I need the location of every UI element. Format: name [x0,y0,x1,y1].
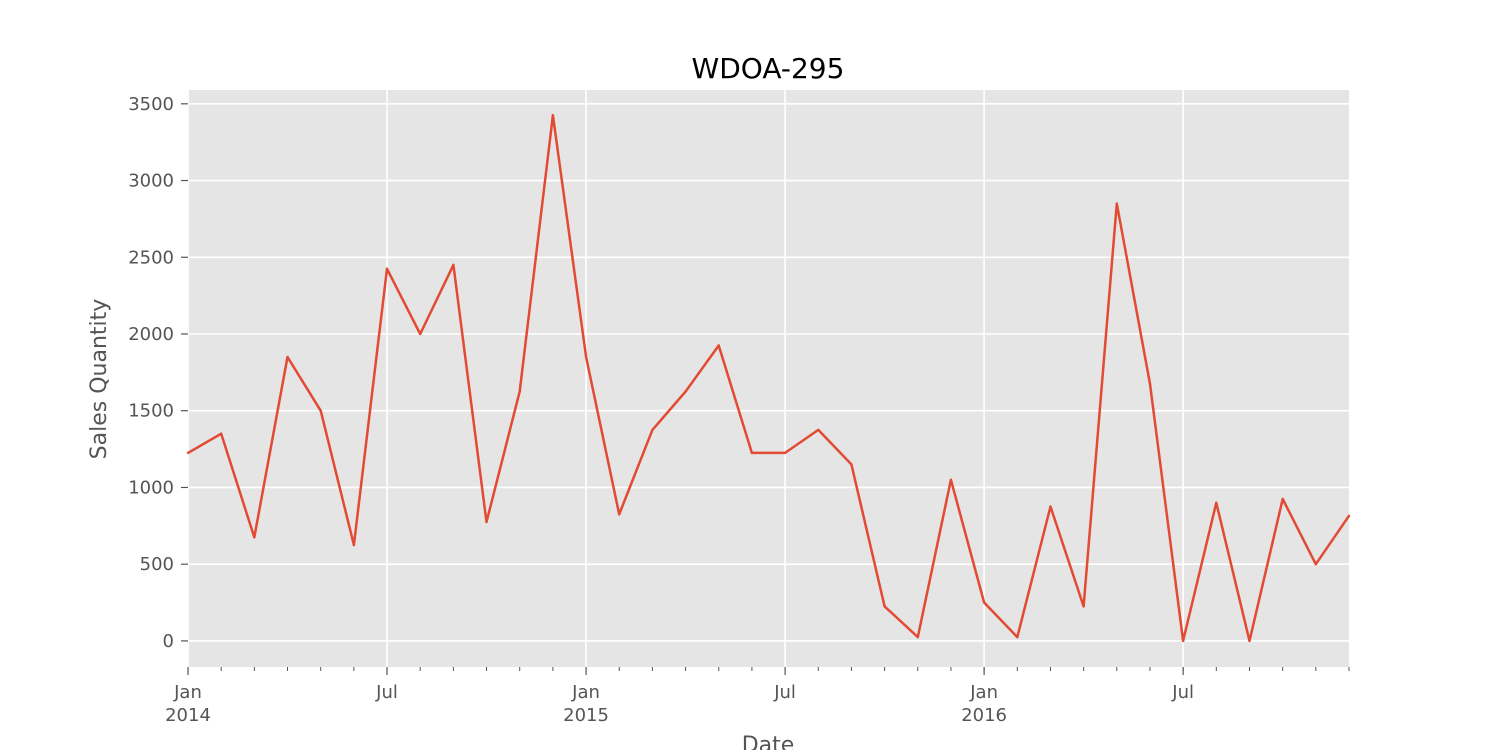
grid-lines [187,90,1349,667]
x-tick-label: Jan [173,682,202,703]
data-point [319,409,322,412]
data-point [817,428,820,432]
y-tick-label: 3500 [128,94,174,115]
data-point [253,536,256,539]
x-tick-year-label: 2016 [961,705,1007,726]
x-tick-label: Jan [969,682,998,703]
data-point [1148,382,1152,386]
chart-title: WDOA-295 [692,52,845,85]
data-point [883,605,886,608]
data-point [1248,639,1251,643]
y-axis-ticks: 0 500 1000 1500 2000 2500 3000 3500 [128,94,188,652]
data-point [584,355,588,359]
data-point [949,478,953,481]
data-point [452,263,455,267]
data-point [618,513,621,516]
data-point [518,390,521,393]
data-point [717,344,720,347]
y-tick-label: 1000 [128,477,174,498]
y-axis-label: Sales Quantity [87,299,112,460]
data-point [419,332,422,336]
y-tick-label: 3000 [128,171,174,192]
data-point [1049,505,1052,508]
plot-area [188,90,1349,667]
data-point [783,451,787,455]
data-point [485,520,488,524]
data-point [1314,562,1318,566]
data-point [1016,635,1019,639]
x-tick-label: Jul [773,682,796,703]
data-point [750,451,754,455]
data-point [1082,605,1085,608]
x-tick-year-label: 2015 [563,705,609,726]
data-point [684,390,687,393]
data-point [651,428,654,432]
data-point [352,543,356,547]
data-point [982,601,986,604]
data-point [916,635,919,639]
y-tick-label: 1500 [128,401,174,422]
data-point [850,463,853,466]
y-tick-label: 2500 [128,247,174,268]
x-tick-label: Jul [1171,682,1194,703]
data-point [1347,514,1351,518]
series-line [187,114,1351,643]
series-points [186,114,1351,643]
data-point [286,355,289,359]
data-point [551,114,555,117]
y-tick-label: 2000 [128,324,174,345]
x-tick-year-label: 2014 [165,705,211,726]
y-tick-label: 500 [140,554,174,575]
data-point [1281,497,1284,501]
x-axis-label: Date [742,733,795,750]
data-point [186,451,190,455]
x-tick-label: Jan [571,682,600,703]
data-point [219,432,223,435]
data-point [1115,202,1119,205]
data-point [385,267,389,270]
data-point [1215,501,1218,505]
x-tick-label: Jul [375,682,398,703]
data-point [1181,639,1185,643]
y-tick-label: 0 [163,631,174,652]
